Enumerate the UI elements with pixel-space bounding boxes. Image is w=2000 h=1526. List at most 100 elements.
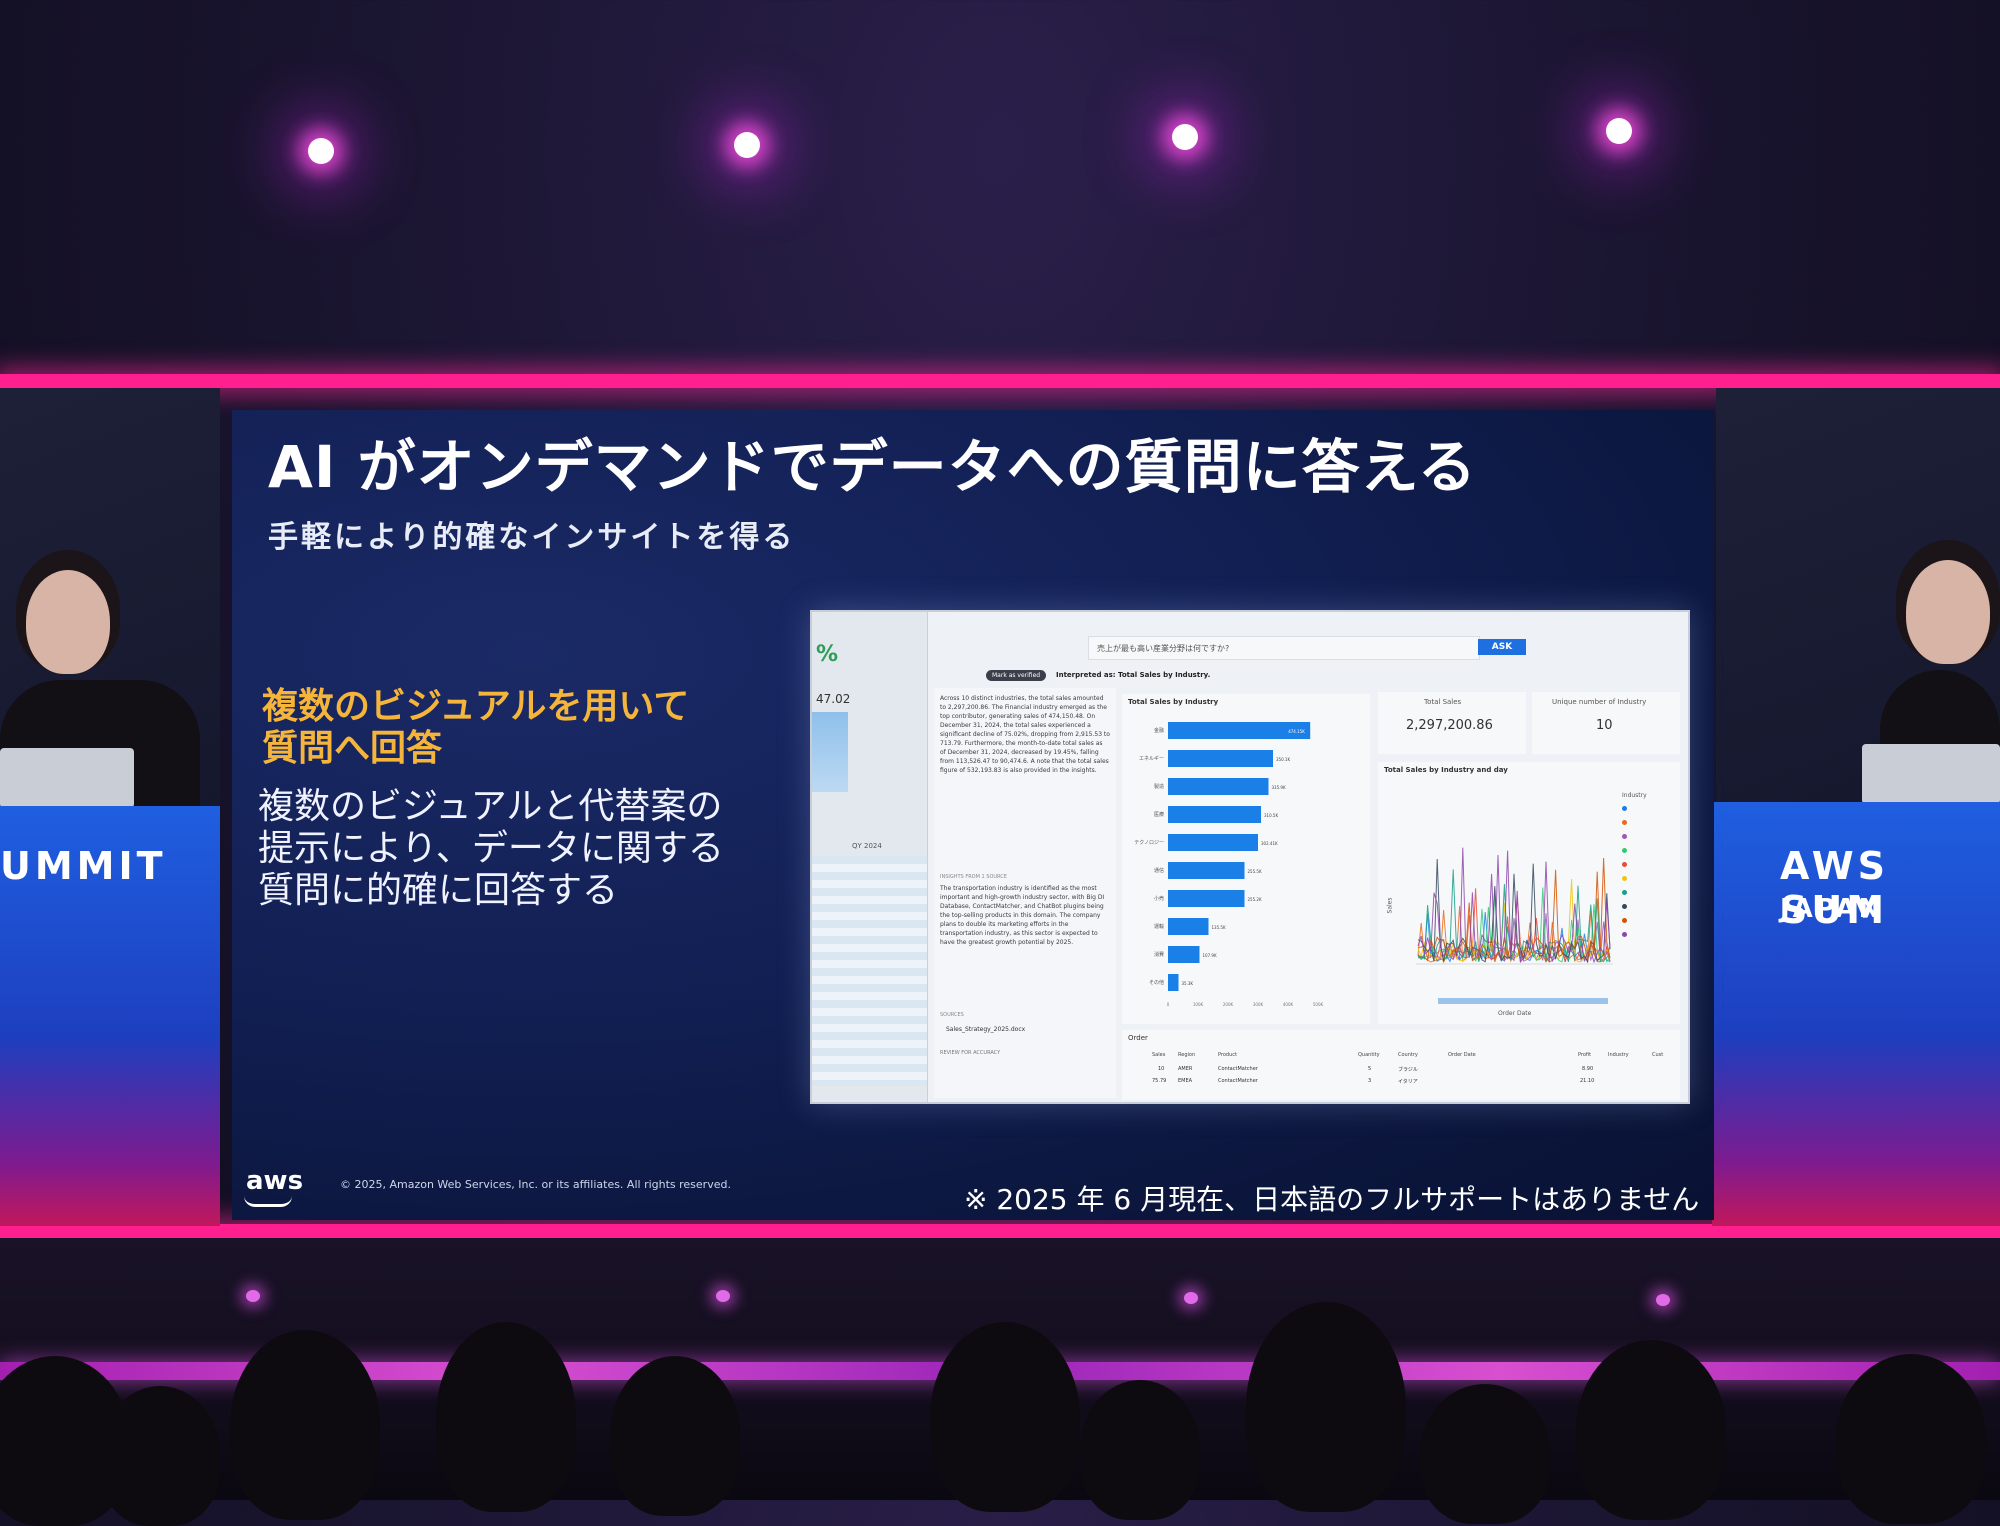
ask-button[interactable]: ASK bbox=[1478, 639, 1526, 655]
floor-light bbox=[1184, 1292, 1198, 1304]
table-header: Cust bbox=[1652, 1052, 1664, 1058]
bar-category-label: エネルギー bbox=[1139, 756, 1164, 762]
bar[interactable] bbox=[1168, 862, 1245, 879]
legend-dot bbox=[1622, 862, 1627, 867]
bar-data-label: 255.5K bbox=[1248, 869, 1262, 874]
bar-category-label: その他 bbox=[1149, 979, 1164, 986]
ceiling-light bbox=[308, 138, 334, 164]
bar[interactable] bbox=[1168, 806, 1261, 823]
table-title: Order bbox=[1128, 1034, 1148, 1042]
table-cell: EMEA bbox=[1178, 1078, 1193, 1084]
banner-text: UMMIT bbox=[0, 844, 167, 888]
legend-dot bbox=[1622, 904, 1627, 909]
table-row[interactable]: 10 AMER ContactMatcher 5 ブラジル 8.90 bbox=[1122, 1066, 1680, 1076]
aws-logo: aws bbox=[246, 1166, 304, 1196]
left-summit-banner: UMMIT bbox=[0, 806, 220, 1226]
question-input[interactable]: 売上が最も高い産業分野は何ですか? bbox=[1088, 636, 1480, 660]
line-chart-scrollbar[interactable] bbox=[1438, 998, 1608, 1004]
legend-dot bbox=[1622, 876, 1627, 881]
slide-body: 複数のビジュアルと代替案の 提示により、データに関する 質問に的確に回答する bbox=[258, 786, 724, 912]
bar-data-label: 310.5K bbox=[1264, 813, 1278, 818]
audience-head bbox=[1246, 1302, 1406, 1512]
bar-category-label: 運輸 bbox=[1154, 923, 1164, 930]
legend-dot bbox=[1622, 890, 1627, 895]
bar-category-label: 小売 bbox=[1154, 895, 1164, 902]
bar-axis-tick: 400K bbox=[1283, 1002, 1294, 1007]
legend bbox=[1622, 802, 1676, 942]
body-line: 提示により、データに関する bbox=[258, 828, 724, 869]
left-percent: % bbox=[816, 642, 839, 667]
left-area-chart bbox=[812, 712, 848, 792]
top-stage-line bbox=[0, 374, 2000, 388]
bar-data-label: 474.15K bbox=[1288, 729, 1305, 734]
bar-data-label: 107.9K bbox=[1203, 953, 1217, 958]
kpi-total-value: 2,297,200.86 bbox=[1406, 718, 1493, 733]
highlight-line: 質問へ回答 bbox=[262, 728, 443, 769]
bar-axis-tick: 0 bbox=[1167, 1002, 1170, 1007]
bar[interactable] bbox=[1168, 778, 1269, 795]
table-header: Industry bbox=[1608, 1052, 1629, 1058]
audience-head bbox=[1420, 1384, 1550, 1524]
banner-subtext: JAPAN bbox=[1780, 894, 1884, 924]
table-cell: ContactMatcher bbox=[1218, 1078, 1258, 1084]
bar[interactable] bbox=[1168, 946, 1200, 963]
floor-light bbox=[246, 1290, 260, 1302]
bar[interactable] bbox=[1168, 890, 1245, 907]
review-label[interactable]: REVIEW FOR ACCURACY bbox=[940, 1050, 1001, 1056]
bar-data-label: 135.5K bbox=[1212, 925, 1226, 930]
table-header-row: Sales Region Product Quantity Country Or… bbox=[1122, 1052, 1680, 1062]
bar-category-label: 金融 bbox=[1154, 727, 1164, 734]
bar-data-label: 255.2K bbox=[1248, 897, 1262, 902]
bar-data-label: 350.1K bbox=[1276, 757, 1290, 762]
bar[interactable] bbox=[1168, 722, 1311, 739]
table-header: Quantity bbox=[1358, 1052, 1380, 1058]
bar[interactable] bbox=[1168, 974, 1179, 991]
bar[interactable] bbox=[1168, 750, 1273, 767]
right-summit-banner: AWS SUM JAPAN bbox=[1712, 802, 2000, 1226]
legend-dot bbox=[1622, 806, 1627, 811]
table-cell: 5 bbox=[1368, 1066, 1372, 1072]
table-row[interactable]: 75.79 EMEA ContactMatcher 3 イタリア 21.10 bbox=[1122, 1078, 1680, 1088]
bar-category-label: 通信 bbox=[1154, 867, 1164, 874]
table-header: Sales bbox=[1152, 1052, 1166, 1058]
legend-dot bbox=[1622, 918, 1627, 923]
slide-subtitle: 手軽により的確なインサイトを得る bbox=[268, 520, 796, 555]
bar-chart: 金融 474.15K エネルギー 350.1K 製造 335.9K 医療 310.5K テクノロ… bbox=[1134, 722, 1324, 1007]
left-col-header: QY 2024 bbox=[852, 842, 882, 850]
bar[interactable] bbox=[1168, 918, 1209, 935]
table-cell: ContactMatcher bbox=[1218, 1066, 1258, 1072]
table-header: Order Date bbox=[1448, 1052, 1476, 1058]
audience-head bbox=[100, 1386, 220, 1526]
line-chart-title: Total Sales by Industry and day bbox=[1384, 766, 1508, 774]
presenter-face bbox=[1906, 560, 1990, 664]
legend-dot bbox=[1622, 834, 1627, 839]
summary-text: Across 10 distinct industries, the total… bbox=[940, 695, 1110, 774]
line-chart-ylabel: Sales bbox=[1386, 897, 1394, 914]
table-header: Product bbox=[1218, 1052, 1237, 1058]
table-header: Country bbox=[1398, 1052, 1418, 1058]
audience-head bbox=[436, 1322, 576, 1512]
left-table bbox=[812, 856, 927, 1086]
product-screenshot: % 47.02 QY 2024 売上が最も高い産業分野は何ですか? ASK Ma… bbox=[810, 610, 1690, 1104]
ceiling-light bbox=[1606, 118, 1632, 144]
bar-category-label: テクノロジー bbox=[1134, 840, 1164, 846]
audience-head bbox=[1080, 1380, 1200, 1520]
bar[interactable] bbox=[1168, 834, 1258, 851]
audience-head bbox=[930, 1322, 1080, 1512]
kpi-unique-value: 10 bbox=[1596, 718, 1613, 733]
table-header: Region bbox=[1178, 1052, 1196, 1058]
table-header: Profit bbox=[1578, 1052, 1592, 1058]
legend-dot bbox=[1622, 932, 1627, 937]
bar-data-label: 35.3K bbox=[1182, 981, 1194, 986]
table-cell: ブラジル bbox=[1398, 1067, 1418, 1073]
line-chart-xlabel: Order Date bbox=[1498, 1010, 1532, 1017]
verified-chip[interactable]: Mark as verified bbox=[986, 670, 1047, 681]
kpi-total-panel: Total Sales 2,297,200.86 bbox=[1378, 692, 1526, 754]
bar-data-label: 335.9K bbox=[1272, 785, 1286, 790]
source-file[interactable]: Sales_Strategy_2025.docx bbox=[946, 1026, 1026, 1033]
aws-smile-icon bbox=[244, 1196, 292, 1207]
order-table-panel: Order Sales Region Product Quantity Coun… bbox=[1122, 1030, 1680, 1100]
audience-head bbox=[610, 1356, 740, 1516]
table-cell: 8.90 bbox=[1582, 1066, 1594, 1072]
body-line: 質問に的確に回答する bbox=[258, 870, 619, 911]
